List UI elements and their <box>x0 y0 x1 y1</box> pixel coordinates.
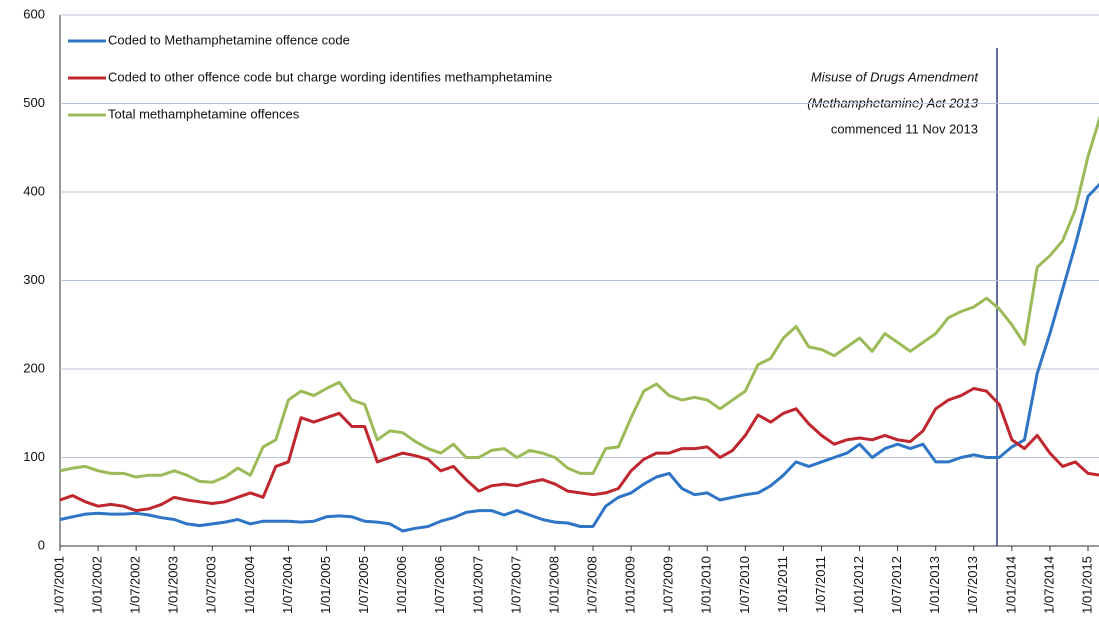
annotation: Misuse of Drugs Amendment <box>811 69 980 84</box>
x-tick-label: 1/07/2006 <box>432 556 447 614</box>
series-line <box>59 115 1099 484</box>
x-tick-label: 1/01/2012 <box>851 556 866 614</box>
x-tick-label: 1/01/2005 <box>318 556 333 614</box>
series-line <box>59 182 1099 533</box>
x-tick-label: 1/01/2008 <box>546 556 561 614</box>
y-tick-label: 0 <box>38 537 45 552</box>
x-tick-label: 1/01/2013 <box>927 556 942 614</box>
x-tick-label: 1/07/2001 <box>51 556 66 614</box>
legend-label: Total methamphetamine offences <box>108 106 300 121</box>
x-tick-label: 1/01/2011 <box>775 556 790 613</box>
x-tick-label: 1/01/2010 <box>699 556 714 614</box>
x-tick-label: 1/07/2008 <box>584 556 599 614</box>
annotation: commenced 11 Nov 2013 <box>831 121 978 136</box>
x-tick-label: 1/07/2003 <box>204 556 219 614</box>
x-tick-label: 1/07/2005 <box>356 556 371 614</box>
y-tick-label: 500 <box>23 95 45 110</box>
x-tick-label: 1/07/2011 <box>813 556 828 613</box>
x-tick-label: 1/07/2010 <box>737 556 752 614</box>
y-tick-label: 600 <box>23 6 45 21</box>
x-tick-label: 1/07/2013 <box>965 556 980 614</box>
x-tick-label: 1/07/2007 <box>508 556 523 614</box>
x-tick-label: 1/01/2003 <box>166 556 181 614</box>
x-tick-label: 1/01/2004 <box>242 556 257 614</box>
x-tick-label: 1/07/2009 <box>661 556 676 614</box>
x-tick-label: 1/01/2014 <box>1003 556 1018 614</box>
y-tick-label: 400 <box>23 183 45 198</box>
x-tick-label: 1/01/2002 <box>90 556 105 614</box>
x-tick-label: 1/01/2009 <box>623 556 638 614</box>
x-tick-label: 1/01/2015 <box>1079 556 1094 614</box>
x-tick-label: 1/07/2012 <box>889 556 904 614</box>
legend-label: Coded to other offence code but charge w… <box>108 69 552 84</box>
y-tick-label: 100 <box>23 449 45 464</box>
x-tick-label: 1/07/2014 <box>1041 556 1056 614</box>
y-tick-label: 200 <box>23 360 45 375</box>
x-tick-label: 1/01/2007 <box>470 556 485 614</box>
series-line <box>59 387 1099 513</box>
annotation: (Methamphetamine) Act 2013 <box>807 95 979 110</box>
legend-label: Coded to Methamphetamine offence code <box>108 32 350 47</box>
y-tick-label: 300 <box>23 272 45 287</box>
x-tick-label: 1/07/2004 <box>280 556 295 614</box>
x-tick-label: 1/07/2002 <box>128 556 143 614</box>
x-tick-label: 1/01/2006 <box>394 556 409 614</box>
